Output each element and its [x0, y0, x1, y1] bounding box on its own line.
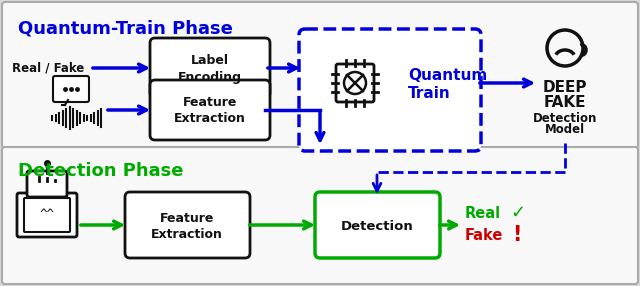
FancyBboxPatch shape	[315, 192, 440, 258]
FancyBboxPatch shape	[2, 147, 638, 284]
Text: ^^: ^^	[40, 208, 54, 221]
FancyBboxPatch shape	[150, 80, 270, 140]
Text: Extraction: Extraction	[151, 227, 223, 241]
FancyBboxPatch shape	[24, 198, 70, 232]
Text: Train: Train	[408, 86, 451, 100]
Text: Detection: Detection	[340, 219, 413, 233]
FancyBboxPatch shape	[299, 29, 481, 151]
FancyBboxPatch shape	[53, 76, 89, 102]
FancyBboxPatch shape	[17, 193, 77, 237]
Text: Feature: Feature	[160, 212, 214, 225]
Text: ✓: ✓	[510, 204, 525, 222]
Text: Label: Label	[191, 55, 229, 67]
Text: Model: Model	[545, 123, 585, 136]
Text: Real: Real	[465, 206, 501, 221]
Text: Quantum-Train Phase: Quantum-Train Phase	[18, 20, 233, 38]
Text: Real / Fake: Real / Fake	[12, 61, 84, 74]
FancyBboxPatch shape	[336, 64, 374, 102]
Text: Detection: Detection	[533, 112, 597, 125]
Text: Quantum: Quantum	[408, 67, 487, 82]
Text: Encoding: Encoding	[178, 71, 242, 84]
FancyBboxPatch shape	[125, 192, 250, 258]
Text: DEEP: DEEP	[543, 80, 588, 95]
FancyBboxPatch shape	[27, 171, 67, 197]
Text: Detection Phase: Detection Phase	[18, 162, 184, 180]
Text: FAKE: FAKE	[544, 95, 586, 110]
FancyBboxPatch shape	[150, 38, 270, 98]
Text: Extraction: Extraction	[174, 112, 246, 126]
Text: !: !	[512, 225, 522, 245]
FancyBboxPatch shape	[2, 2, 638, 148]
Text: Fake: Fake	[465, 227, 504, 243]
Text: Feature: Feature	[183, 96, 237, 110]
